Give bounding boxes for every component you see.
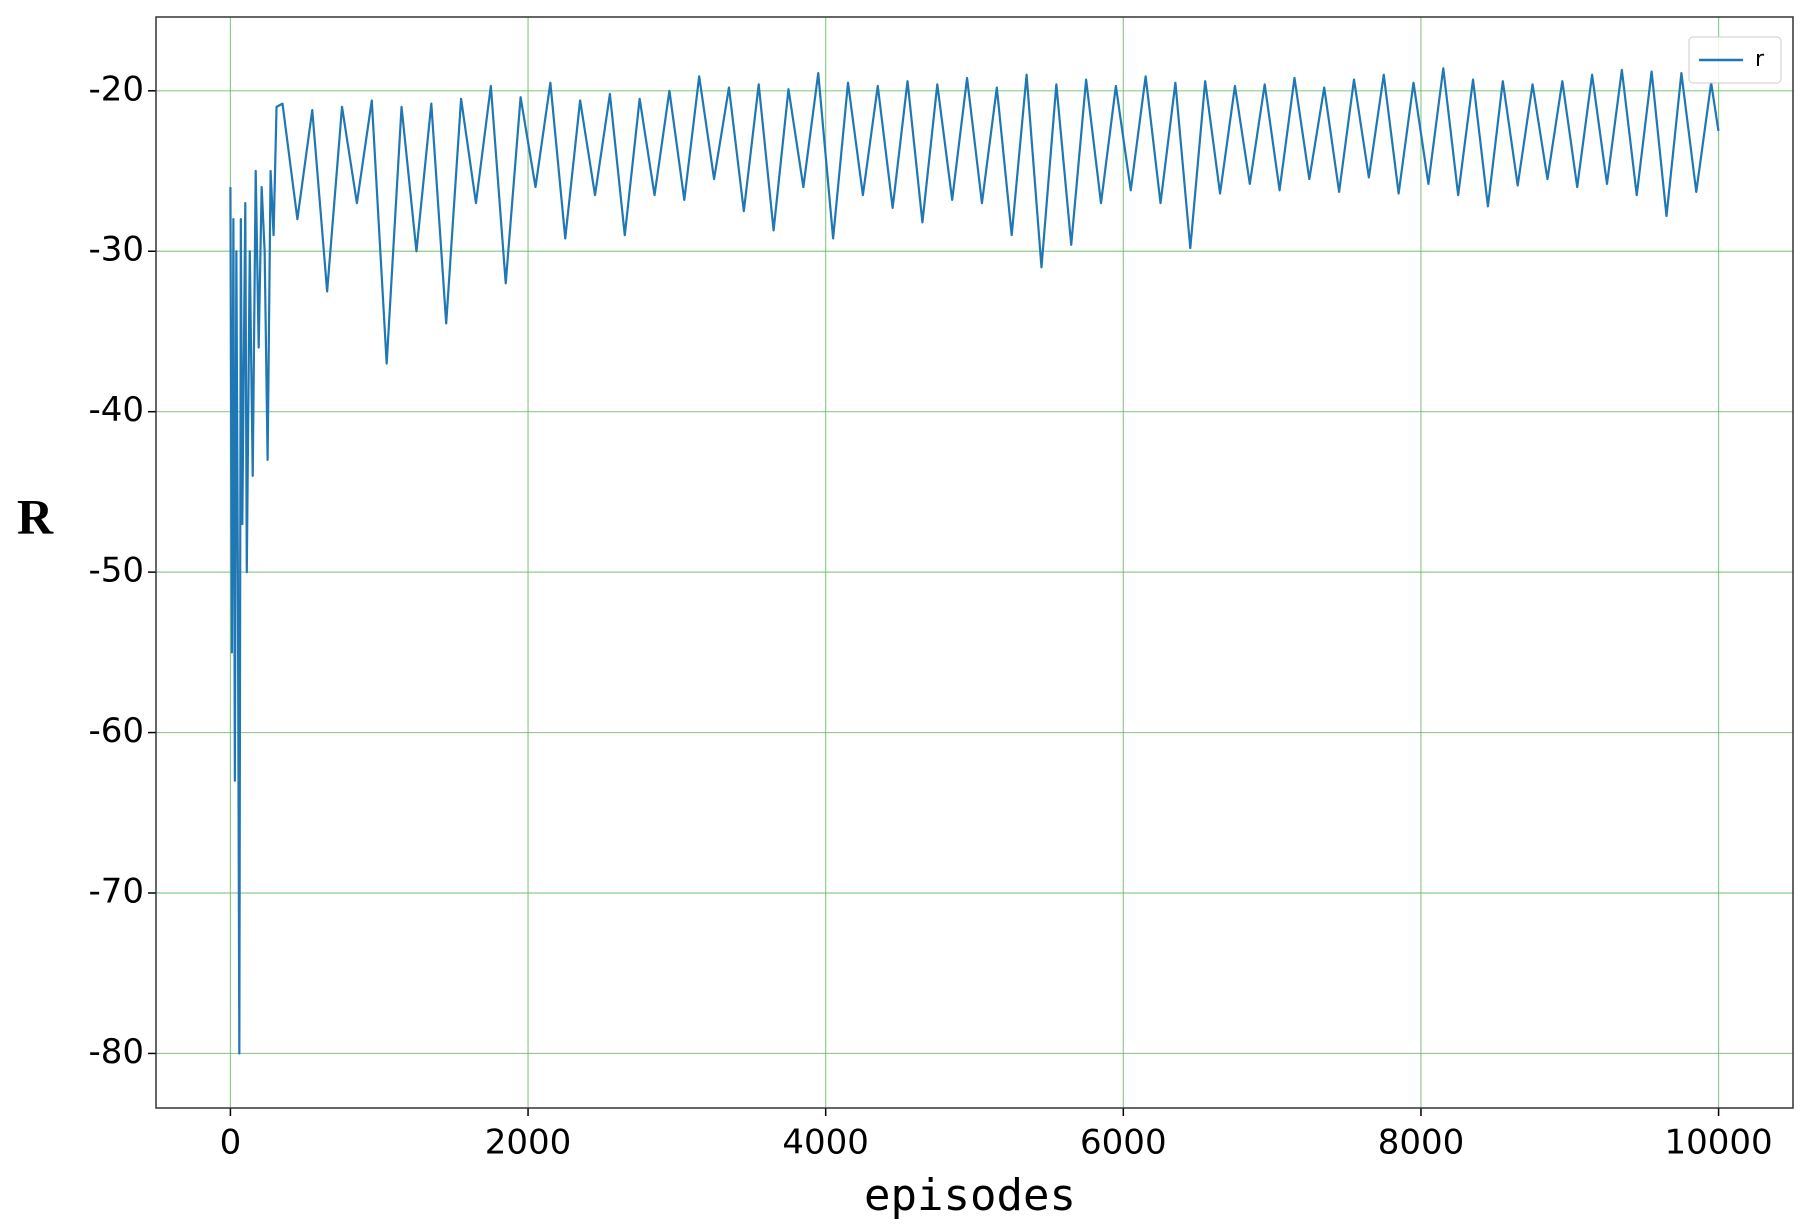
x-tick-label: 0: [220, 1123, 242, 1163]
y-tick-label: -40: [88, 390, 144, 430]
plot-frame: [155, 16, 1794, 1109]
x-tick-label: 2000: [485, 1123, 572, 1163]
legend: r: [1688, 36, 1782, 84]
y-tick-label: -50: [88, 551, 144, 591]
y-tick-label: -30: [88, 230, 144, 270]
y-tick-label: -70: [88, 872, 144, 912]
x-tick-label: 6000: [1080, 1123, 1167, 1163]
x-tick-label: 8000: [1378, 1123, 1465, 1163]
x-tick-label: 10000: [1665, 1123, 1773, 1163]
legend-label: r: [1755, 47, 1765, 72]
x-tick-label: 4000: [782, 1123, 869, 1163]
data-line: [229, 67, 1720, 1055]
x-axis-label: episodes: [864, 1170, 1076, 1221]
y-axis-label: R: [17, 488, 54, 544]
y-tick-label: -60: [88, 711, 144, 751]
y-tick-label: -20: [88, 69, 144, 109]
y-tick-label: -80: [88, 1032, 144, 1072]
